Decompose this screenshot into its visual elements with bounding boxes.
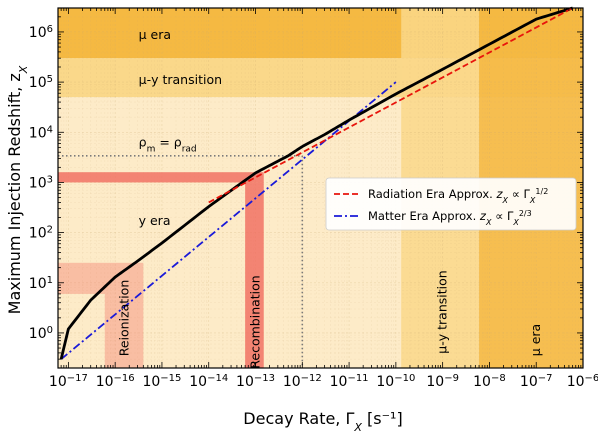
- y-tick-label: 102: [29, 224, 53, 242]
- x-tick-label: 10−8: [473, 373, 506, 391]
- y-ticks: 100 101 102 103 104 105 106: [29, 7, 583, 369]
- epoch-band-vertical-recombination: [245, 182, 264, 368]
- x-tick-label: 10−6: [567, 373, 598, 391]
- region-label-0: μ era: [139, 27, 171, 42]
- x-axis-title: Decay Rate, ΓX [s⁻¹]: [243, 409, 402, 434]
- y-axis-title: Maximum Injection Redshift, zX: [5, 65, 30, 314]
- plot-frame: [57, 7, 584, 369]
- x-tick-label: 10−17: [49, 373, 88, 391]
- y-tick-label: 103: [29, 174, 53, 192]
- max-injection-redshift-curve: [59, 6, 574, 360]
- x-tick-label: 10−12: [283, 373, 322, 391]
- equality-lines: [58, 154, 304, 368]
- plot-border: [57, 7, 584, 369]
- y-tick-label: 105: [29, 74, 53, 92]
- x-tick-label: 10−10: [376, 373, 415, 391]
- x-tick-label: 10−14: [189, 373, 228, 391]
- region-label-1: μ-y transition: [139, 72, 222, 87]
- legend: Radiation Era Approx. zX ∝ ΓX1/2 Matter E…: [325, 177, 577, 231]
- vertical-band-label-1: Recombination: [248, 275, 263, 368]
- region-label-2: y era: [139, 213, 171, 228]
- series-group: [59, 6, 574, 360]
- radiation-era-approx-line: [208, 7, 574, 204]
- x-tick-label: 10−15: [142, 373, 181, 391]
- x-tick-label: 10−16: [96, 373, 135, 391]
- y-tick-label: 100: [29, 324, 53, 342]
- epoch-band-horizontal-recombination: [58, 172, 264, 183]
- y-tick-label: 104: [29, 124, 53, 142]
- x-tick-label: 10−13: [236, 373, 275, 391]
- vertical-band-label-3: μ era: [528, 324, 543, 356]
- epoch-bands: [58, 172, 264, 368]
- equality-label: ρm = ρrad: [139, 134, 197, 154]
- legend-item-radiation-label: Radiation Era Approx. zX ∝ ΓX1/2: [368, 187, 548, 205]
- vertical-band-label-0: Reionization: [117, 280, 132, 357]
- vertical-band-label-2: μ-y transition: [435, 270, 450, 353]
- x-tick-label: 10−11: [330, 373, 369, 391]
- legend-box: [325, 177, 577, 231]
- y-tick-label: 101: [29, 274, 53, 292]
- x-tick-label: 10−9: [426, 373, 459, 391]
- x-ticks: 10−17 10−16 10−15 10−14 10−13 10−12 10−11 10−10…: [49, 8, 598, 390]
- x-tick-label: 10−7: [520, 373, 553, 391]
- y-tick-label: 106: [29, 23, 53, 41]
- legend-item-matter-label: Matter Era Approx. zX ∝ ΓX2/3: [368, 209, 532, 227]
- region-labels: μ era μ-y transition y era ρm = ρrad Reioniz…: [117, 27, 544, 368]
